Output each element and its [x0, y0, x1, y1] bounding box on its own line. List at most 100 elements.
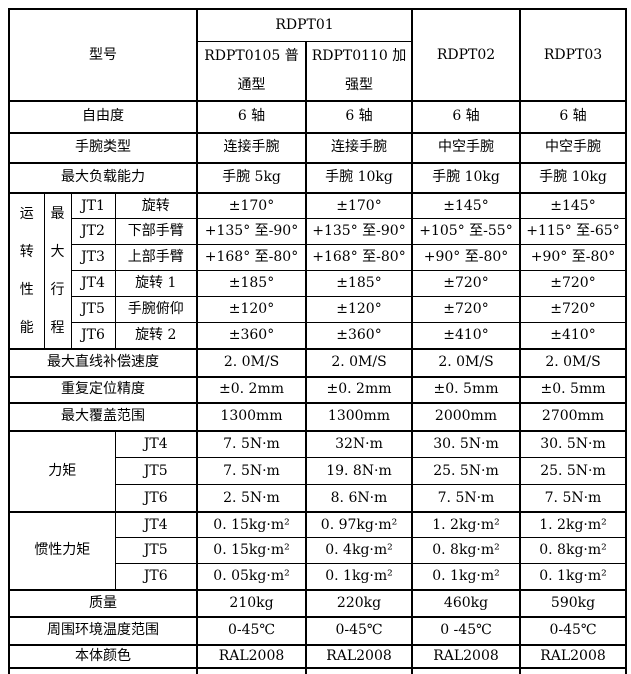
joint-id-cell: JT3: [70, 244, 116, 271]
joint-range-cell: ±145°: [411, 191, 521, 219]
torque-value-cell: 32N·m: [305, 429, 413, 458]
joint-id-cell: JT5: [114, 457, 198, 485]
wrist-type-value-cell: 中空手腕: [519, 131, 627, 163]
stub-cell: [411, 666, 521, 674]
body-color-value-cell: RAL2008: [411, 643, 521, 668]
joint-range-cell: ±120°: [196, 296, 307, 323]
max-load-value-cell: 手腕 10kg: [411, 161, 521, 193]
max-load-value-cell: 手腕 10kg: [519, 161, 627, 193]
joint-desc-cell: 手腕俯仰: [114, 296, 198, 323]
joint-range-cell: ±410°: [519, 322, 627, 349]
repeatability-value-cell: ±0. 2mm: [196, 375, 307, 403]
freedom-value-cell: 6 轴: [305, 99, 413, 133]
body-color-value-cell: RAL2008: [519, 643, 627, 668]
joint-range-cell: +168° 至-80°: [196, 244, 307, 271]
freedom-value-cell: 6 轴: [411, 99, 521, 133]
repeatability-value-cell: ±0. 5mm: [411, 375, 521, 403]
joint-range-cell: +135° 至-90°: [305, 218, 413, 245]
joint-id-cell: JT4: [114, 510, 198, 538]
inertia-value-cell: 0. 1kg·m²: [411, 563, 521, 590]
inertia-value-cell: 0. 05kg·m²: [196, 563, 307, 590]
joint-range-cell: ±720°: [519, 270, 627, 297]
joint-desc-cell: 上部手臂: [114, 244, 198, 271]
row-motion-jt1: 运转性能 最大行程 JT1 旋转 ±170° ±170° ±145° ±145°: [8, 191, 627, 349]
joint-range-cell: +105° 至-55°: [411, 218, 521, 245]
joint-id-cell: JT6: [70, 322, 116, 349]
temperature-label-cell: 周围环境温度范围: [8, 615, 198, 645]
repeatability-value-cell: ±0. 2mm: [305, 375, 413, 403]
speed-value-cell: 2. 0M/S: [519, 347, 627, 377]
inertia-value-cell: 0. 8kg·m²: [519, 537, 627, 564]
reach-value-cell: 1300mm: [305, 401, 413, 431]
inertia-value-cell: 0. 1kg·m²: [305, 563, 413, 590]
stub-cell: [8, 666, 198, 674]
torque-value-cell: 2. 5N·m: [196, 484, 307, 512]
temperature-value-cell: 0 -45℃: [411, 615, 521, 645]
torque-group-cell: 力矩: [8, 429, 116, 512]
inertia-value-cell: 0. 15kg·m²: [196, 537, 307, 564]
mass-value-cell: 220kg: [305, 588, 413, 617]
stub-cell: [196, 666, 307, 674]
row-freedom: 自由度 6 轴 6 轴 6 轴 6 轴: [8, 99, 627, 133]
stub-cell: [519, 666, 627, 674]
joint-range-cell: ±720°: [411, 296, 521, 323]
temperature-value-cell: 0-45℃: [519, 615, 627, 645]
joint-desc-cell: 下部手臂: [114, 218, 198, 245]
inertia-value-cell: 0. 1kg·m²: [519, 563, 627, 590]
speed-label-cell: 最大直线补偿速度: [8, 347, 198, 377]
torque-value-cell: 19. 8N·m: [305, 457, 413, 485]
max-load-label-cell: 最大负载能力: [8, 161, 198, 193]
stub-cell: [305, 666, 413, 674]
joint-id-cell: JT4: [70, 270, 116, 297]
freedom-value-cell: 6 轴: [519, 99, 627, 133]
header-row-models: RDPT0105 普通型 RDPT0110 加强型: [9, 40, 626, 101]
joint-range-cell: +90° 至-80°: [411, 244, 521, 271]
row-max-load: 最大负载能力 手腕 5kg 手腕 10kg 手腕 10kg 手腕 10kg: [8, 161, 627, 193]
joint-range-cell: ±720°: [411, 270, 521, 297]
inertia-value-cell: 0. 4kg·m²: [305, 537, 413, 564]
torque-value-cell: 30. 5N·m: [519, 429, 627, 458]
wrist-type-label-cell: 手腕类型: [8, 131, 198, 163]
mass-value-cell: 210kg: [196, 588, 307, 617]
row-torque-jt4: 力矩 JT4 7. 5N·m 32N·m 30. 5N·m 30. 5N·m: [8, 429, 627, 512]
joint-range-cell: +115° 至-65°: [519, 218, 627, 245]
row-motion-jt3: JT3 上部手臂 +168° 至-80° +168° 至-80° +90° 至-…: [9, 244, 627, 271]
joint-range-cell: +90° 至-80°: [519, 244, 627, 271]
joint-range-cell: ±360°: [196, 322, 307, 349]
body-color-value-cell: RAL2008: [196, 643, 307, 668]
joint-id-cell: JT5: [114, 537, 198, 564]
temperature-value-cell: 0-45℃: [196, 615, 307, 645]
header-row-group: 型号 RDPT01 RDPT02 RDPT03: [8, 8, 627, 101]
reach-value-cell: 2700mm: [519, 401, 627, 431]
joint-id-cell: JT2: [70, 218, 116, 245]
joint-id-cell: JT5: [70, 296, 116, 323]
rdpt01-group-header-cell: RDPT01: [196, 8, 413, 42]
joint-range-cell: ±185°: [305, 270, 413, 297]
joint-id-cell: JT6: [114, 484, 198, 512]
row-mass: 质量 210kg 220kg 460kg 590kg: [8, 588, 627, 617]
reach-value-cell: 1300mm: [196, 401, 307, 431]
freedom-label-cell: 自由度: [8, 99, 198, 133]
body-color-label-cell: 本体颜色: [8, 643, 198, 668]
torque-value-cell: 7. 5N·m: [519, 484, 627, 512]
row-inertia-jt6: JT6 0. 05kg·m² 0. 1kg·m² 0. 1kg·m² 0. 1k…: [9, 563, 627, 590]
inertia-value-cell: 0. 15kg·m²: [196, 510, 307, 538]
joint-desc-cell: 旋转: [114, 191, 198, 219]
speed-value-cell: 2. 0M/S: [196, 347, 307, 377]
wrist-type-value-cell: 中空手腕: [411, 131, 521, 163]
reach-value-cell: 2000mm: [411, 401, 521, 431]
speed-value-cell: 2. 0M/S: [411, 347, 521, 377]
max-stroke-group-cell: 最大行程: [43, 191, 72, 349]
torque-value-cell: 7. 5N·m: [196, 429, 307, 458]
freedom-value-cell: 6 轴: [196, 99, 307, 133]
mass-value-cell: 460kg: [411, 588, 521, 617]
inertia-value-cell: 0. 97kg·m²: [305, 510, 413, 538]
joint-id-cell: JT6: [114, 563, 198, 590]
motion-performance-group-cell: 运转性能: [8, 191, 45, 349]
joint-range-cell: ±120°: [305, 296, 413, 323]
wrist-type-value-cell: 连接手腕: [196, 131, 307, 163]
torque-value-cell: 25. 5N·m: [411, 457, 521, 485]
torque-value-cell: 7. 5N·m: [411, 484, 521, 512]
torque-value-cell: 30. 5N·m: [411, 429, 521, 458]
joint-range-cell: ±720°: [519, 296, 627, 323]
